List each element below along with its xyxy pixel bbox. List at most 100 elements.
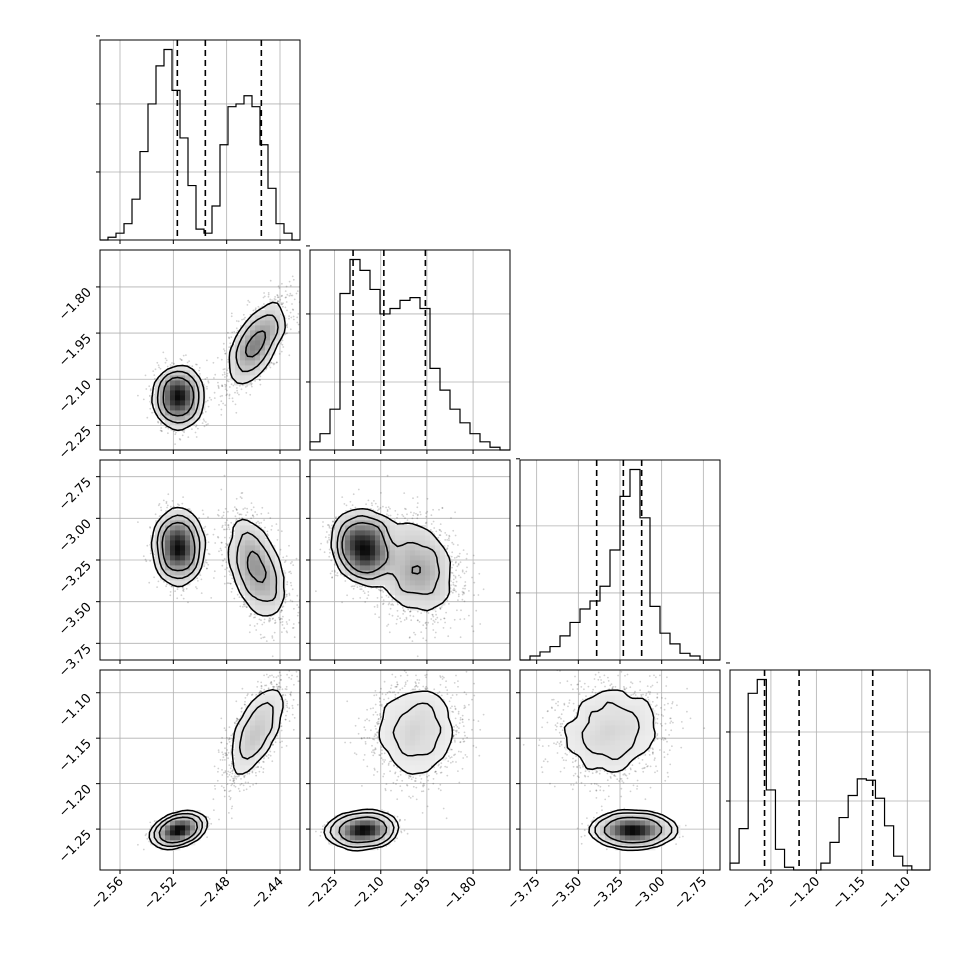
sample-point <box>171 585 174 588</box>
sample-point <box>252 309 255 312</box>
sample-point <box>195 436 198 438</box>
density-cell <box>165 415 171 421</box>
sample-point <box>283 627 286 630</box>
sample-point <box>224 388 227 390</box>
sample-point <box>220 414 223 416</box>
density-cell <box>260 355 266 361</box>
sample-point <box>229 582 232 585</box>
sample-point <box>269 366 272 369</box>
density-cell <box>165 405 171 411</box>
sample-point <box>221 394 224 397</box>
sample-point <box>271 655 274 658</box>
sample-point <box>243 318 245 321</box>
density-cell <box>170 425 176 431</box>
density-cell <box>160 410 166 416</box>
density-cell <box>190 395 196 401</box>
sample-point <box>221 385 224 387</box>
sample-point <box>228 386 231 388</box>
sample-point <box>188 360 191 362</box>
sample-point <box>188 508 191 511</box>
sample-point <box>284 601 287 604</box>
sample-point <box>252 506 255 509</box>
sample-point <box>160 506 162 509</box>
sample-point <box>181 359 183 361</box>
sample-point <box>226 369 229 372</box>
sample-point <box>236 389 239 392</box>
sample-point <box>235 411 238 414</box>
sample-point <box>276 296 279 299</box>
sample-point <box>230 591 233 593</box>
density-cell <box>255 370 261 376</box>
density-cell <box>260 360 266 366</box>
sample-point <box>165 502 168 505</box>
density-cell <box>170 390 176 396</box>
sample-point <box>241 492 244 494</box>
density-cell <box>170 385 176 391</box>
sample-point <box>226 519 229 521</box>
density-cell <box>255 345 261 351</box>
density-cell <box>245 335 251 341</box>
density-cell <box>175 385 181 391</box>
sample-point <box>148 385 151 388</box>
sample-point <box>263 295 266 298</box>
sample-point <box>236 392 239 394</box>
density-cell <box>190 405 196 411</box>
sample-point <box>221 516 224 519</box>
sample-point <box>223 373 226 376</box>
sample-point <box>244 386 247 388</box>
sample-point <box>226 372 229 375</box>
sample-point <box>203 420 206 422</box>
density-cell <box>265 330 271 336</box>
sample-point <box>223 371 226 374</box>
density-cell <box>180 390 186 396</box>
density-cell <box>165 395 171 401</box>
density-cell <box>245 345 251 351</box>
sample-point <box>152 370 155 372</box>
sample-point <box>262 296 265 299</box>
density-cell <box>250 365 256 371</box>
sample-point <box>221 553 223 556</box>
density-cell <box>195 380 201 386</box>
density-cell <box>155 385 161 391</box>
sample-point <box>285 593 287 596</box>
sample-point <box>222 348 225 350</box>
sample-point <box>276 300 279 303</box>
sample-point <box>239 496 242 498</box>
density-cell <box>230 355 236 361</box>
sample-point <box>223 368 226 370</box>
sample-point <box>219 395 222 398</box>
density-cell <box>180 425 186 431</box>
sample-point <box>226 389 228 392</box>
sample-point <box>149 388 152 390</box>
sample-point <box>289 284 292 287</box>
density-cell <box>195 390 201 396</box>
sample-point <box>274 296 276 298</box>
density-cell <box>265 340 271 346</box>
sample-point <box>213 377 215 379</box>
sample-point <box>207 516 209 519</box>
density-cell <box>235 365 241 371</box>
sample-point <box>271 635 274 638</box>
sample-point <box>268 619 270 622</box>
density-cell <box>250 350 256 356</box>
sample-point <box>278 287 281 289</box>
density-cell <box>170 380 176 386</box>
density-cell <box>235 350 241 356</box>
sample-point <box>238 517 241 520</box>
sample-point <box>165 359 168 362</box>
sample-point <box>220 408 223 411</box>
sample-point <box>227 524 230 526</box>
sample-point <box>203 565 206 567</box>
sample-point <box>292 315 295 318</box>
density-cell <box>270 315 276 321</box>
sample-point <box>232 400 234 403</box>
density-cell <box>160 385 166 391</box>
sample-point <box>279 617 282 620</box>
density-cell <box>180 415 186 421</box>
sample-point <box>276 294 279 296</box>
sample-point <box>225 384 228 387</box>
density-cell <box>235 375 241 381</box>
density-cell <box>265 305 271 311</box>
sample-point <box>225 394 228 397</box>
sample-point <box>182 590 185 592</box>
